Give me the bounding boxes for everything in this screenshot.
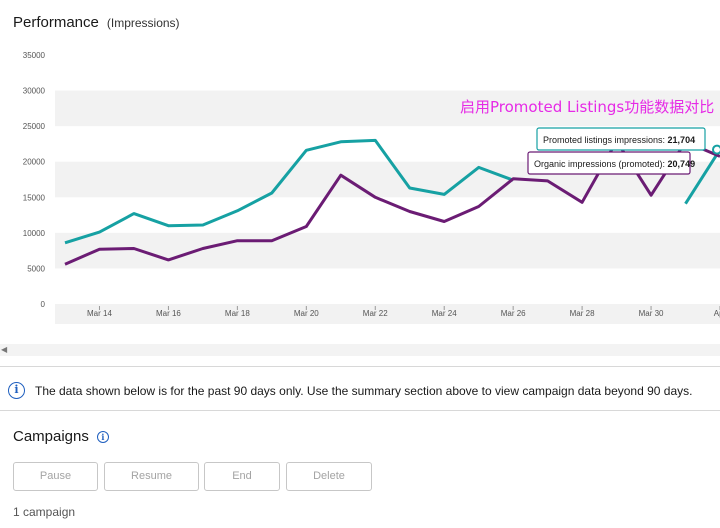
x-tick-label: Mar 18 [225, 309, 250, 318]
tooltip-box [536, 127, 706, 151]
y-tick-label: 0 [41, 300, 46, 309]
x-tick-label: Mar 28 [570, 309, 595, 318]
series-line-organic [64, 139, 720, 266]
info-icon: i [8, 382, 25, 399]
pause-button[interactable]: Pause [13, 462, 98, 491]
impressions-chart: 0 5000 10000 15000 20000 25000 30000 35000 Mar 1… [23, 51, 720, 324]
hover-marker [712, 144, 720, 155]
info-notice: i The data shown below is for the past 9… [8, 382, 692, 399]
campaign-count: 1 campaign [13, 505, 76, 519]
tooltip-box [527, 151, 691, 175]
performance-title: Performance [13, 14, 99, 31]
divider [0, 410, 720, 411]
annotation-text: 启用Promoted Listings功能数据对比 [460, 98, 714, 116]
y-tick-label: 25000 [23, 122, 46, 131]
x-tick-label: Mar 24 [432, 309, 457, 318]
y-tick-label: 30000 [23, 87, 46, 96]
x-tick-label: Mar 16 [156, 309, 181, 318]
notice-text: The data shown below is for the past 90 … [35, 383, 693, 398]
y-tick-label: 35000 [23, 51, 46, 60]
y-tick-label: 10000 [23, 229, 46, 238]
resume-button[interactable]: Resume [104, 462, 199, 491]
x-tick-label: Mar 14 [87, 309, 112, 318]
info-icon[interactable]: i [96, 430, 109, 443]
tooltip-text: Organic impressions (promoted): 20,749 [534, 159, 695, 169]
chart-scrollbar[interactable]: ◀ [0, 344, 720, 356]
end-button[interactable]: End [204, 462, 280, 491]
grid-band [55, 232, 720, 269]
campaigns-title: Campaigns [13, 428, 89, 445]
x-tick-label: Mar 22 [363, 309, 388, 318]
x-tick-label: Mar 20 [294, 309, 319, 318]
x-tick-label: Mar 30 [639, 309, 664, 318]
series-line-promoted [64, 138, 720, 245]
performance-header: Performance (Impressions) [13, 14, 180, 31]
tooltip-text: Promoted listings impressions: 21,704 [543, 135, 695, 145]
y-tick-label: 15000 [23, 193, 46, 202]
y-tick-label: 5000 [27, 264, 45, 273]
x-axis-strip [55, 304, 720, 324]
campaigns-header: Campaigns i [13, 428, 109, 445]
performance-subtitle: (Impressions) [106, 16, 180, 30]
x-tick-label: Apr [714, 309, 720, 318]
x-tick-label: Mar 26 [501, 309, 526, 318]
scroll-left-icon[interactable]: ◀ [1, 345, 8, 354]
grid-band [55, 90, 720, 127]
divider [0, 366, 720, 367]
delete-button[interactable]: Delete [286, 462, 372, 491]
y-tick-label: 20000 [23, 158, 46, 167]
